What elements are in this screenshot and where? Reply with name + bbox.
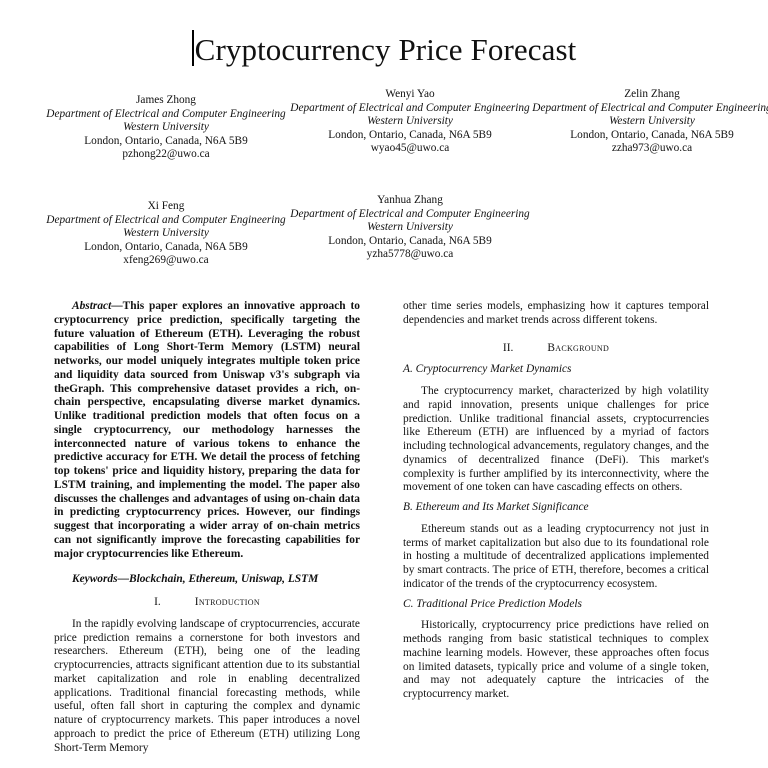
author-name: Wenyi Yao	[385, 88, 435, 100]
author-block-4: Xi Feng Department of Electrical and Com…	[46, 200, 286, 268]
keywords: Keywords—Blockchain, Ethereum, Uniswap, …	[72, 573, 319, 586]
author-university: Western University	[123, 121, 209, 134]
author-email: xfeng269@uwo.ca	[123, 254, 209, 267]
author-name: Zelin Zhang	[624, 88, 680, 100]
author-email: zzha973@uwo.ca	[611, 142, 693, 155]
paper-title: Cryptocurrency Price Forecast	[0, 30, 768, 70]
author-block-1: James Zhong Department of Electrical and…	[46, 94, 286, 162]
author-block-5: Yanhua Zhang Department of Electrical an…	[290, 194, 530, 262]
author-university: Western University	[367, 221, 453, 234]
abstract-text: This paper explores an innovative approa…	[54, 300, 360, 560]
author-name: Xi Feng	[147, 200, 185, 212]
author-university: Western University	[609, 115, 695, 128]
author-name: Yanhua Zhang	[377, 194, 443, 206]
subsection-heading-b: B. Ethereum and Its Market Significance	[403, 501, 589, 513]
author-department: Department of Electrical and Computer En…	[290, 207, 530, 220]
author-email: pzhong22@uwo.ca	[122, 148, 210, 161]
author-department: Department of Electrical and Computer En…	[46, 107, 286, 120]
author-department: Department of Electrical and Computer En…	[46, 213, 286, 226]
author-name: James Zhong	[136, 94, 196, 106]
author-email: wyao45@uwo.ca	[370, 142, 450, 155]
keywords-text: Blockchain, Ethereum, Uniswap, LSTM	[128, 573, 319, 586]
subsection-a-paragraph: The cryptocurrency market, characterized…	[403, 385, 709, 494]
author-address: London, Ontario, Canada, N6A 5B9	[84, 240, 248, 253]
author-department: Department of Electrical and Computer En…	[532, 101, 768, 114]
abstract-label: Abstract	[72, 300, 112, 312]
subsection-heading-c: C. Traditional Price Prediction Models	[403, 597, 582, 610]
right-column: other time series models, emphasizing ho…	[403, 300, 709, 702]
keywords-label: Keywords	[72, 573, 118, 586]
subsection-heading-a: A. Cryptocurrency Market Dynamics	[403, 363, 572, 376]
author-department: Department of Electrical and Computer En…	[290, 101, 530, 114]
author-address: London, Ontario, Canada, N6A 5B9	[328, 128, 492, 141]
subsection-c-paragraph: Historically, cryptocurrency price predi…	[403, 619, 709, 700]
section-heading-introduction: I. Introduction	[154, 596, 260, 608]
author-university: Western University	[367, 115, 453, 128]
author-block-2: Wenyi Yao Department of Electrical and C…	[290, 88, 530, 156]
introduction-continued: other time series models, emphasizing ho…	[403, 300, 709, 326]
subsection-b-paragraph: Ethereum stands out as a leading cryptoc…	[403, 522, 709, 590]
author-email: yzha5778@uwo.ca	[366, 248, 454, 261]
introduction-paragraph: In the rapidly evolving landscape of cry…	[54, 617, 360, 754]
abstract: Abstract—This paper explores an innovati…	[54, 300, 360, 560]
text-cursor	[191, 30, 194, 66]
author-block-3: Zelin Zhang Department of Electrical and…	[532, 88, 768, 156]
author-address: London, Ontario, Canada, N6A 5B9	[328, 234, 492, 247]
author-address: London, Ontario, Canada, N6A 5B9	[84, 134, 248, 147]
section-heading-background: II. Background	[502, 341, 610, 354]
left-column: Abstract—This paper explores an innovati…	[54, 300, 360, 755]
author-address: London, Ontario, Canada, N6A 5B9	[570, 128, 734, 141]
author-university: Western University	[123, 227, 209, 240]
